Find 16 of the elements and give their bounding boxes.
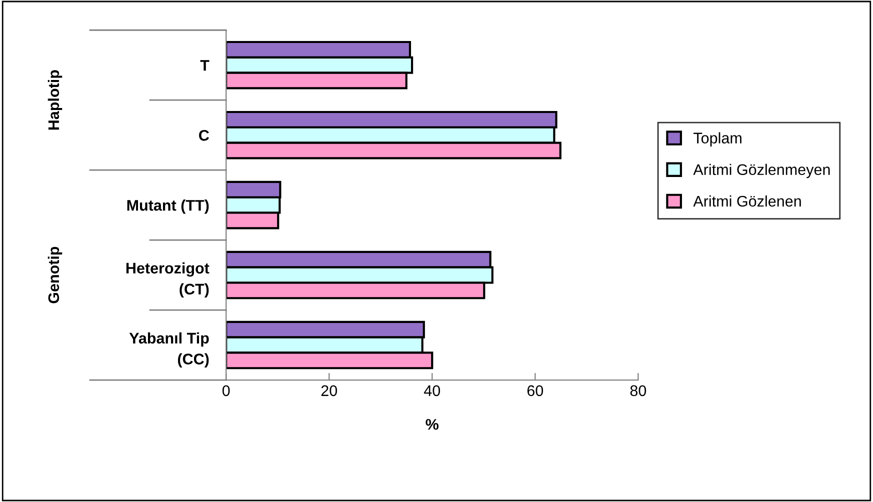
x-tick-label: 20: [321, 385, 338, 396]
text: Genotip: [48, 246, 62, 304]
legend-label: Aritmi Gözlenen: [693, 195, 801, 207]
x-tick-label: 0: [222, 385, 230, 396]
x-axis-title: %: [426, 419, 439, 430]
x-tick-label: 40: [424, 385, 440, 396]
y-tick-label: Heterozigot (CT): [126, 262, 210, 298]
text: Haplotip: [48, 70, 62, 130]
y-tick-label: T: [200, 60, 210, 71]
y-tick-label: Yabanıl Tip (CC): [129, 332, 209, 368]
legend-label: Toplam: [694, 132, 742, 146]
legend-label: Aritmi Gözlenmeyen: [693, 164, 830, 178]
x-tick-label: 60: [527, 385, 544, 396]
x-tick-label: 80: [630, 385, 646, 396]
y-tick-label: C: [199, 130, 210, 141]
y-tick-label: Mutant (TT): [127, 200, 209, 214]
